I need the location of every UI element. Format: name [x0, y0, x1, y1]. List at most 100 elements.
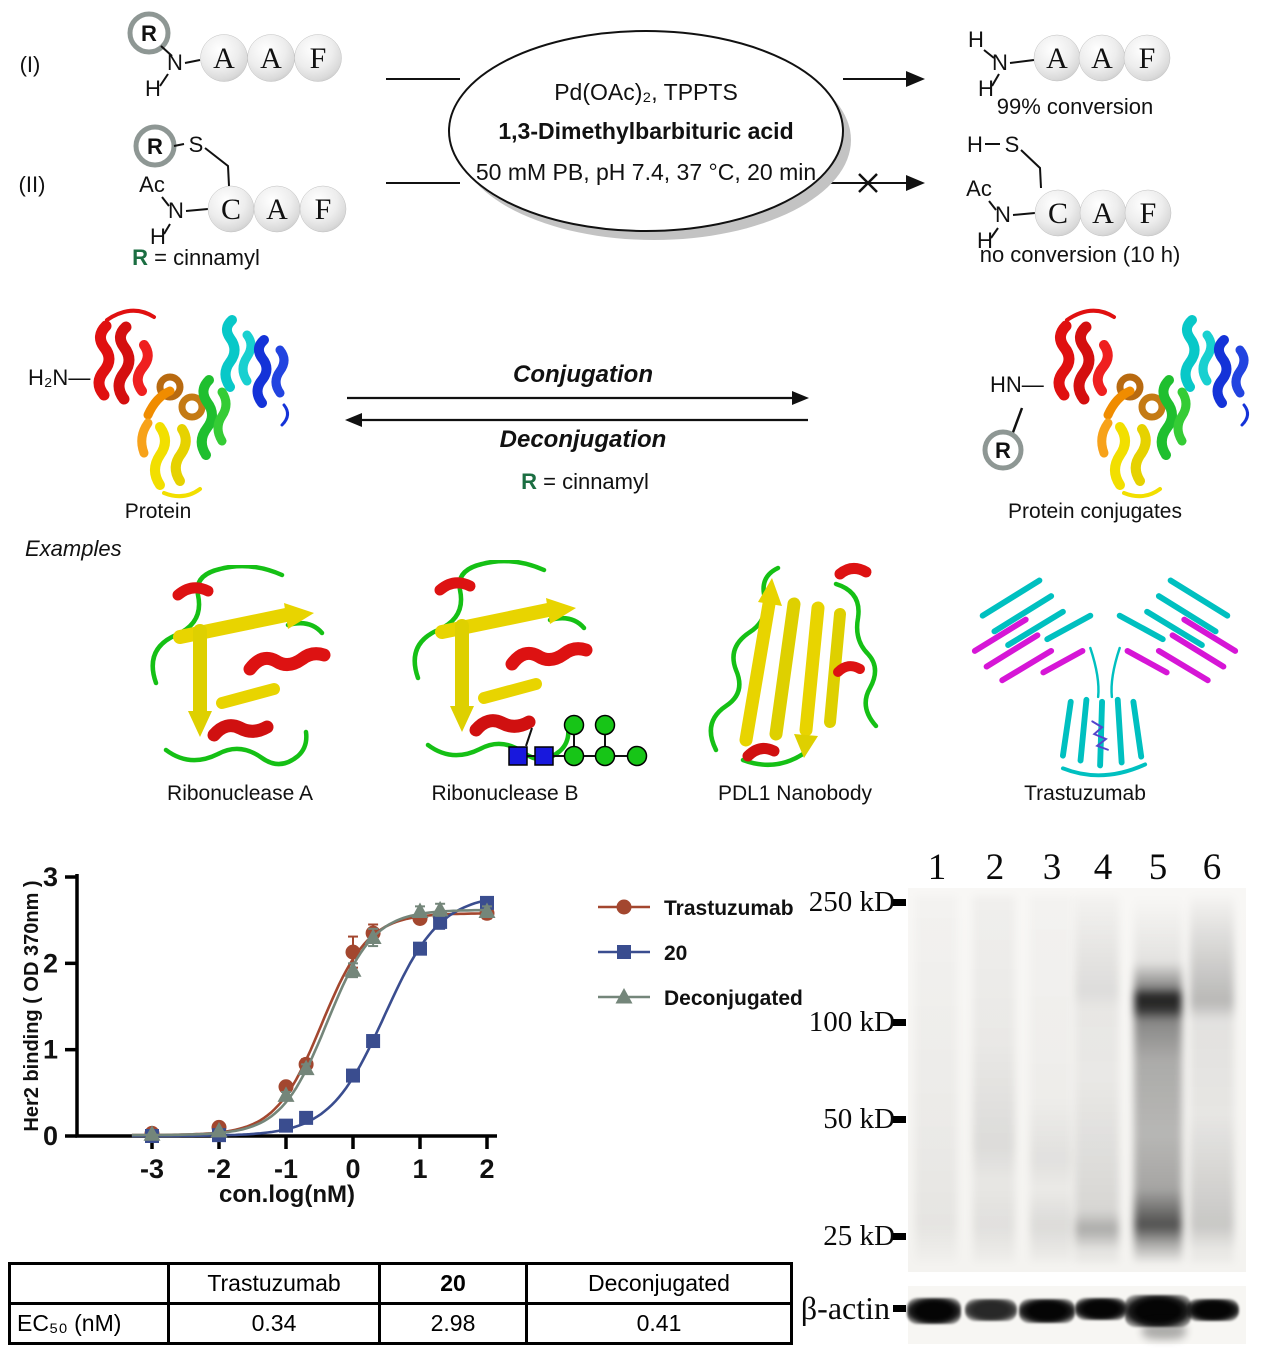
blot-marker-250kd: 250 kD [808, 886, 895, 918]
amide-terminus-label: HN— [990, 372, 1044, 397]
x-tick-label: 2 [479, 1154, 494, 1184]
amine-terminus-label: H₂N— [28, 365, 90, 390]
protein-conjugates-label: Protein conjugates [1008, 500, 1182, 523]
ec50-table: Trastuzumab 20 Deconjugated EC₅₀ (nM) 0.… [8, 1262, 793, 1345]
sulfur-label: S [189, 132, 204, 157]
pdl1-nanobody-label: PDL1 Nanobody [718, 782, 873, 805]
glycan-icon [508, 714, 648, 767]
ec50-trastuzumab-value: 0.34 [167, 1302, 381, 1345]
y-tick-label: 0 [43, 1121, 58, 1151]
data-point-triangle [277, 1086, 295, 1102]
marker-dash-icon [893, 1116, 906, 1123]
chart-curve-1 [131, 898, 490, 1138]
reaction-scheme-panel: (I) (II) R N H A A F R S Ac N [19, 11, 1181, 270]
actin-band-lane-1 [907, 1298, 961, 1324]
protein-label: Protein [125, 500, 192, 523]
x-tick-label: -1 [274, 1154, 298, 1184]
legend-marker-triangle [615, 988, 633, 1004]
trastuzumab-label: Trastuzumab [1024, 782, 1146, 805]
blot-lane-label-4: 4 [1093, 847, 1113, 888]
data-point-triangle [431, 900, 449, 917]
acetyl-label: Ac [966, 176, 992, 201]
r-group-circle-icon [127, 11, 171, 55]
ribonuclease-b-label: Ribonuclease B [431, 782, 578, 805]
deconjugation-label: Deconjugation [500, 426, 667, 453]
reaction-ii-label: (II) [19, 172, 46, 197]
table-header-20: 20 [378, 1262, 528, 1305]
blot-lane-6-smear [1190, 896, 1234, 1262]
blot-lane-5-smear [1134, 896, 1182, 1262]
reaction-i-arrow-icon [843, 71, 925, 87]
blot-lane-4-smear [1075, 896, 1119, 1262]
nitrogen-label: N [167, 50, 183, 75]
catalyst-text: Pd(OAc)₂, TPPTS [554, 79, 738, 105]
product-aaf: H N H A A F 99% conversion [968, 27, 1171, 119]
marker-dash-icon [893, 1233, 906, 1240]
x-axis-label: con.log(nM) [219, 1181, 355, 1208]
protein-conjugation-panel: H₂N— Protein Conjugation Deconjugation R… [28, 285, 1269, 523]
blot-lane-3-smear [1030, 896, 1072, 1262]
blot-lane-1-smear [915, 896, 957, 1262]
residue-letter: F [310, 42, 327, 75]
data-point-circle [345, 944, 361, 960]
residue-bead [299, 185, 347, 233]
y-tick-label: 2 [43, 948, 58, 978]
sulfur-label: S [1005, 132, 1020, 157]
scavenger-text: 1,3-Dimethylbarbituric acid [498, 118, 793, 144]
ribonuclease-b-image [415, 561, 648, 767]
residue-bead [1124, 189, 1172, 237]
chart-curve-0 [131, 912, 490, 1137]
her2-binding-chart: 0 1 2 3 -3 -2 -1 0 1 2 con.log(nM) Her2 binding ( O… [21, 862, 803, 1208]
blot-lane-2-smear [973, 896, 1015, 1262]
ec50-row-label: EC₅₀ (nM) [8, 1302, 170, 1345]
residue-letter: F [1139, 42, 1156, 75]
buffer-conditions-text: 50 mM PB, pH 7.4, 37 °C, 20 min [476, 159, 816, 185]
hydrogen-label: H [978, 76, 994, 101]
ec50-20-value: 2.98 [378, 1302, 528, 1345]
r-group-letter: R [995, 438, 1011, 463]
residue-letter: A [213, 42, 235, 75]
y-tick-label: 1 [43, 1035, 58, 1065]
data-point-triangle [210, 1121, 228, 1138]
ribonuclease-a-image [153, 566, 324, 764]
marker-dash-icon [893, 1305, 906, 1312]
table-row: EC₅₀ (nM) 0.34 2.98 0.41 [8, 1302, 793, 1345]
ribonuclease-a-label: Ribonuclease A [167, 782, 313, 805]
beta-actin-blot-image [907, 1286, 1246, 1344]
table-header-empty [8, 1262, 170, 1305]
residue-bead [1123, 34, 1171, 82]
blot-lane-label-2: 2 [985, 847, 1005, 888]
beta-actin-label: β-actin [800, 1290, 890, 1326]
protein-conjugate-ribbon-image [1059, 311, 1248, 497]
data-point-square [299, 1110, 314, 1125]
r-letter: R [521, 469, 537, 494]
residue-bead [294, 34, 342, 82]
conversion-ii-text: no conversion (10 h) [980, 242, 1181, 267]
deconjugation-reverse-arrow-icon [345, 413, 808, 427]
data-point-square [433, 914, 448, 929]
actin-band-lane-3 [1019, 1299, 1075, 1323]
blot-lane-label-1: 1 [927, 847, 947, 888]
pdl1-nanobody-image [708, 563, 879, 767]
nitrogen-label: N [168, 198, 184, 223]
blot-marker-25kd: 25 kD [823, 1220, 895, 1252]
conjugation-label: Conjugation [513, 361, 653, 388]
residue-letter: A [1046, 42, 1068, 75]
x-tick-label: 0 [345, 1154, 360, 1184]
reaction-conditions-oval: Pd(OAc)₂, TPPTS 1,3-Dimethylbarbituric a… [448, 30, 851, 240]
x-tick-label: -3 [140, 1154, 164, 1184]
protein-ribbon-image [99, 311, 288, 497]
examples-title: Examples [25, 536, 122, 561]
data-point-square [279, 1118, 293, 1133]
released-hydrogen-label: H [968, 27, 984, 52]
residue-letter: A [260, 42, 282, 75]
residue-letter: A [1091, 42, 1113, 75]
actin-band-lane-5 [1125, 1295, 1191, 1327]
legend-label-0: Trastuzumab [664, 897, 794, 920]
western-blot-image [908, 888, 1246, 1272]
released-hydrogen-label: H [967, 132, 983, 157]
blot-lane-label-6: 6 [1202, 847, 1222, 888]
blot-lane-label-5: 5 [1148, 847, 1168, 888]
trastuzumab-image [971, 577, 1239, 778]
